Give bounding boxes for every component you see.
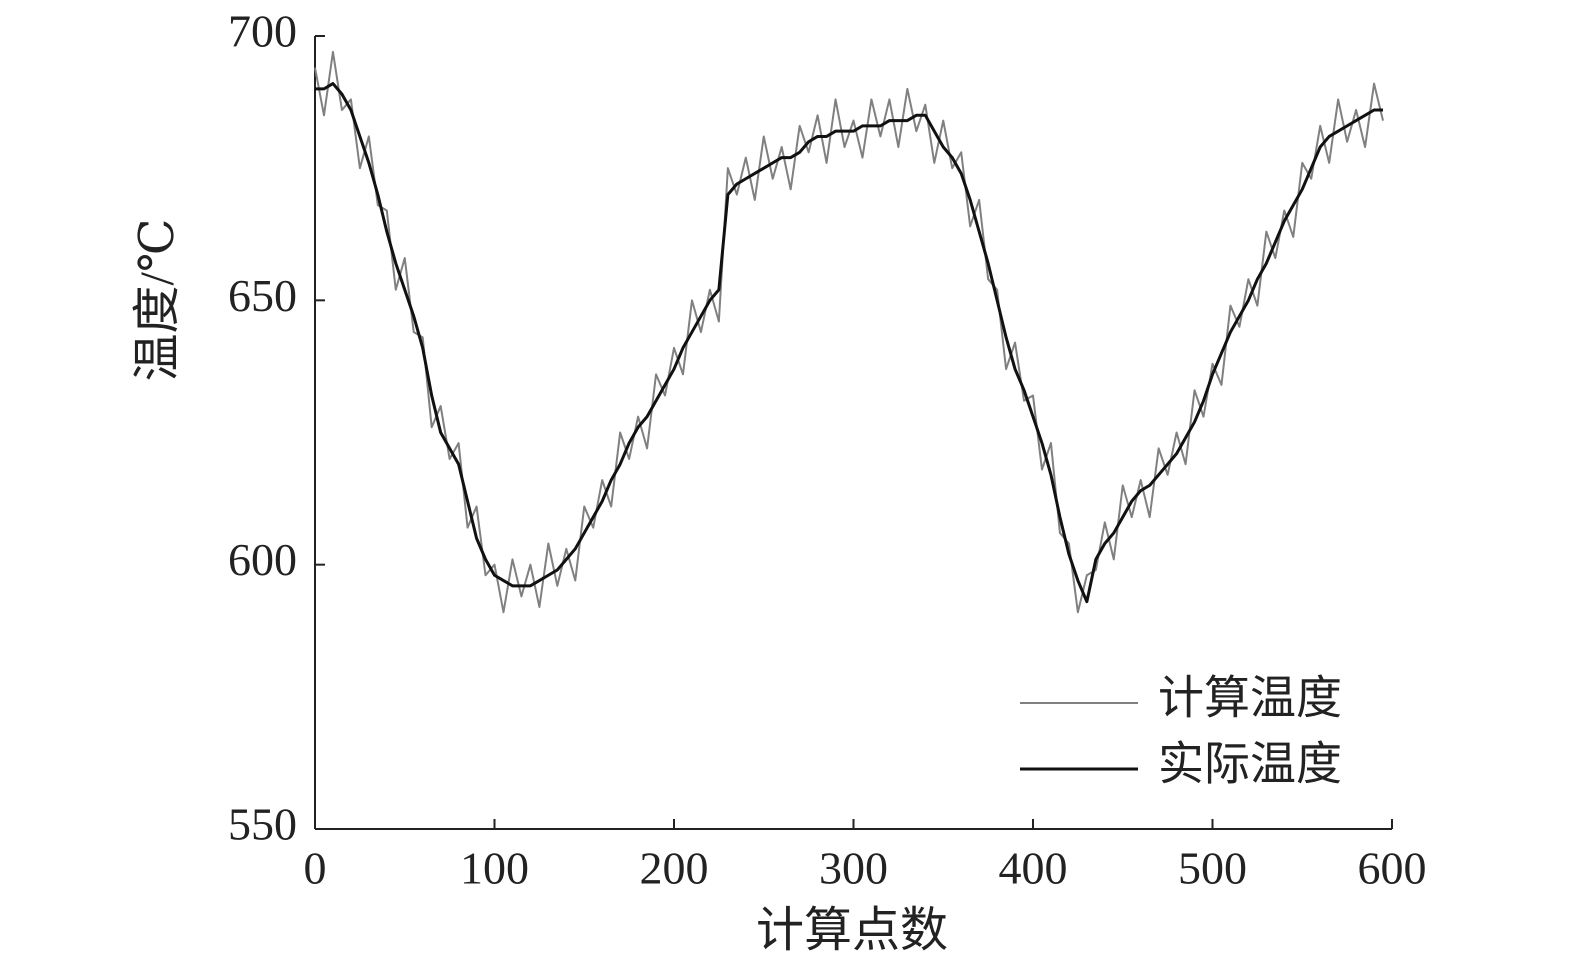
legend-label: 计算温度 — [1158, 673, 1342, 724]
x-tick-label: 600 — [1358, 843, 1427, 894]
x-tick-label: 100 — [460, 843, 529, 894]
y-tick-label: 650 — [228, 270, 297, 321]
x-tick-label: 200 — [640, 843, 709, 894]
x-tick-label: 500 — [1178, 843, 1247, 894]
x-tick-label: 300 — [819, 843, 888, 894]
data-line — [314, 50, 1385, 614]
x-tick-label: 400 — [999, 843, 1068, 894]
x-tick-label: 0 — [304, 843, 327, 894]
x-axis-label: 计算点数 — [756, 904, 948, 957]
y-axis-label: 温度/℃ — [131, 218, 184, 381]
data-line — [315, 82, 1384, 604]
y-tick-label: 700 — [228, 6, 297, 57]
legend-label: 实际温度 — [1158, 739, 1342, 790]
y-tick-label: 550 — [228, 799, 297, 850]
y-tick-label: 600 — [228, 534, 297, 585]
